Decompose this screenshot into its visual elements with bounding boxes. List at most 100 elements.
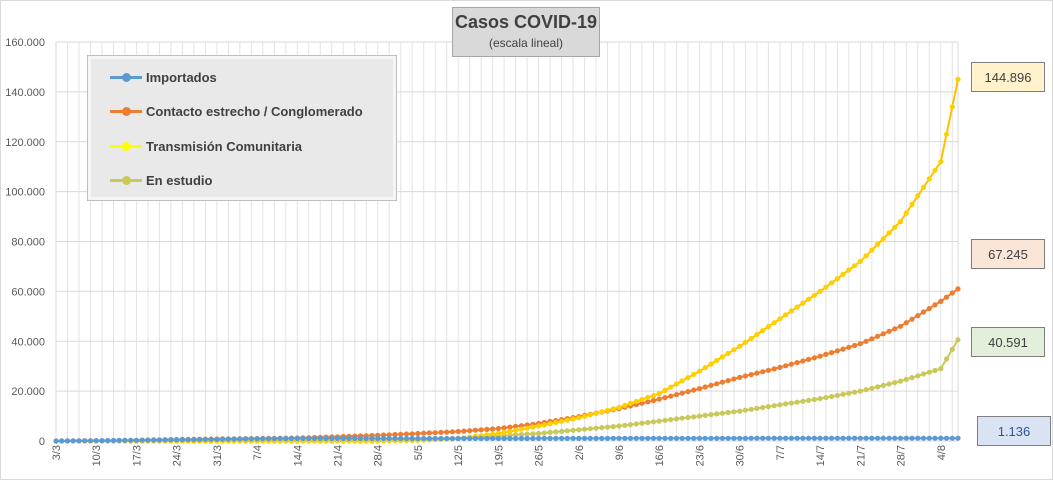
data-point <box>490 426 496 432</box>
data-point <box>627 400 634 406</box>
data-point <box>823 284 829 290</box>
data-point <box>225 436 231 442</box>
data-point <box>237 436 243 442</box>
data-point <box>834 276 841 282</box>
data-point <box>857 258 863 264</box>
data-point <box>266 436 272 442</box>
y-tick-label: 20.000 <box>11 386 45 398</box>
data-point <box>915 435 921 441</box>
data-point <box>541 430 547 436</box>
data-point <box>691 387 697 393</box>
x-tick-label: 10/3 <box>91 445 103 466</box>
x-tick-label: 28/4 <box>373 445 385 466</box>
x-tick-label: 3/3 <box>51 445 63 460</box>
data-point <box>748 372 754 378</box>
data-point <box>524 425 530 431</box>
data-point <box>932 435 938 441</box>
data-point <box>197 436 203 443</box>
data-point <box>576 427 582 433</box>
data-point <box>53 438 59 444</box>
x-tick-label: 7/7 <box>775 445 787 460</box>
legend-label: Importados <box>146 69 217 85</box>
data-point <box>116 437 122 443</box>
data-point <box>886 328 892 334</box>
data-point <box>559 428 565 434</box>
data-point <box>817 288 823 294</box>
data-point <box>725 378 731 384</box>
data-point <box>869 385 875 391</box>
data-point <box>64 438 71 444</box>
data-point <box>702 384 708 390</box>
data-point <box>587 435 593 441</box>
data-point <box>840 391 846 397</box>
data-point <box>714 435 720 441</box>
data-point <box>662 387 668 393</box>
data-point <box>754 370 760 376</box>
data-point <box>673 381 680 387</box>
data-point <box>593 425 599 431</box>
data-point <box>599 409 605 415</box>
data-point <box>662 395 668 401</box>
chart-subtitle: (escala lineal) <box>488 36 564 50</box>
data-point <box>943 131 950 137</box>
data-point <box>151 437 157 443</box>
data-point <box>593 435 599 441</box>
legend-swatch <box>110 170 142 190</box>
data-point <box>892 326 898 332</box>
data-point <box>852 263 858 269</box>
data-point <box>260 436 266 442</box>
data-point <box>105 437 111 444</box>
x-tick-label: 28/7 <box>896 445 908 466</box>
data-point <box>570 416 576 422</box>
data-point <box>926 435 932 441</box>
data-point <box>943 356 950 362</box>
data-point <box>536 430 542 437</box>
x-tick-label: 9/6 <box>614 445 626 460</box>
data-point <box>513 432 519 438</box>
x-tick-label: 12/5 <box>453 445 465 466</box>
x-tick-label: 30/6 <box>735 445 747 466</box>
data-point <box>191 436 197 443</box>
data-point <box>800 300 806 306</box>
data-point <box>323 435 329 442</box>
data-point <box>955 337 961 343</box>
data-point <box>317 435 323 442</box>
data-point <box>541 422 547 428</box>
chart-title-box: Casos COVID-19 (escala lineal) <box>452 7 600 57</box>
data-point <box>691 371 697 377</box>
data-point <box>811 396 818 403</box>
data-point <box>530 424 536 430</box>
data-point <box>507 428 513 434</box>
data-point <box>926 305 932 312</box>
data-point <box>334 435 341 442</box>
data-point <box>915 193 921 199</box>
data-point <box>777 364 783 370</box>
data-point <box>794 435 800 441</box>
data-point <box>559 418 565 424</box>
data-point <box>708 361 714 367</box>
data-point <box>133 437 139 443</box>
data-point <box>564 417 570 423</box>
data-point <box>386 432 392 438</box>
data-point <box>863 253 869 259</box>
data-point <box>696 368 703 374</box>
data-point <box>99 438 105 444</box>
x-tick-label: 24/3 <box>172 445 184 466</box>
data-point <box>409 435 415 442</box>
data-point <box>788 400 795 406</box>
data-point <box>294 435 300 442</box>
data-point <box>719 354 726 360</box>
data-point <box>421 430 427 436</box>
data-point <box>478 435 484 442</box>
data-point <box>857 388 863 394</box>
data-point <box>604 407 611 413</box>
x-tick-label: 7/4 <box>252 445 264 460</box>
data-point <box>599 435 605 441</box>
y-tick-label: 100.000 <box>5 187 45 199</box>
y-tick-label: 80.000 <box>11 237 45 249</box>
data-point <box>880 331 886 337</box>
data-point <box>754 331 760 338</box>
data-point <box>93 438 99 444</box>
data-point <box>886 435 892 441</box>
data-point <box>70 438 76 444</box>
